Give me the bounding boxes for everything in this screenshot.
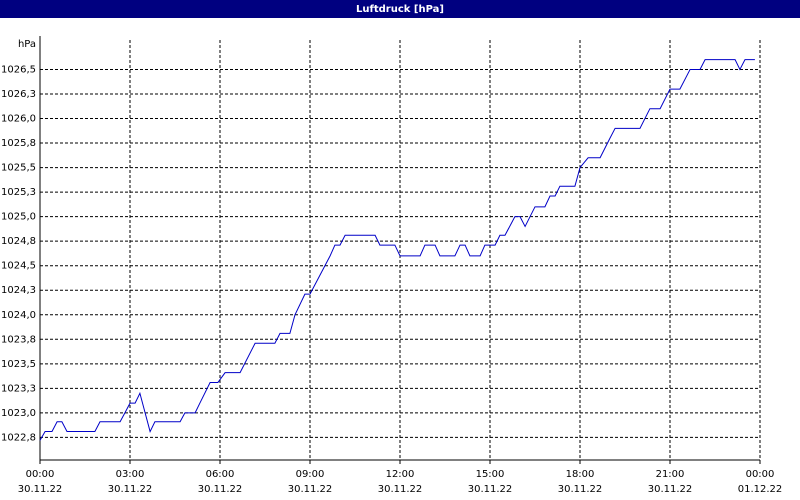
y-tick-label: 1023,8 (1, 334, 36, 345)
x-tick-label: 12:00 (386, 469, 415, 480)
y-tick-label: 1025,3 (1, 187, 36, 198)
chart-title: Luftdruck [hPa] (356, 4, 444, 15)
y-tick-label: 1023,0 (1, 408, 36, 419)
y-tick-label: 1026,3 (1, 89, 36, 100)
y-tick-label: 1023,3 (1, 383, 36, 394)
x-tick-label: 06:00 (206, 469, 235, 480)
x-tick-date: 30.11.22 (288, 484, 333, 495)
y-tick-label: 1025,0 (1, 212, 36, 223)
y-tick-label: 1023,5 (1, 359, 36, 370)
x-tick-date: 30.11.22 (198, 484, 243, 495)
x-tick-date: 30.11.22 (18, 484, 63, 495)
y-tick-label: 1024,5 (1, 261, 36, 272)
y-tick-label: 1026,5 (1, 64, 36, 75)
x-tick-date: 30.11.22 (108, 484, 153, 495)
y-tick-label: 1024,0 (1, 310, 36, 321)
x-tick-date: 30.11.22 (378, 484, 423, 495)
y-tick-label: 1026,0 (1, 114, 36, 125)
x-tick-date: 01.12.22 (738, 484, 783, 495)
x-tick-label: 03:00 (116, 469, 145, 480)
y-tick-label: 1024,3 (1, 285, 36, 296)
data-line (39, 59, 755, 441)
y-tick-label: 1022,8 (1, 432, 36, 443)
y-tick-label: 1025,8 (1, 138, 36, 149)
x-tick-label: 00:00 (746, 469, 775, 480)
x-tick-label: 00:00 (26, 469, 55, 480)
title-bar (0, 0, 800, 18)
x-tick-date: 30.11.22 (558, 484, 603, 495)
x-tick-label: 21:00 (656, 469, 685, 480)
x-tick-label: 09:00 (296, 469, 325, 480)
x-tick-label: 18:00 (566, 469, 595, 480)
y-axis-label: hPa (18, 39, 36, 50)
y-tick-label: 1025,5 (1, 163, 36, 174)
x-tick-date: 30.11.22 (468, 484, 513, 495)
y-tick-label: 1024,8 (1, 236, 36, 247)
x-tick-label: 15:00 (476, 469, 505, 480)
x-tick-date: 30.11.22 (648, 484, 693, 495)
